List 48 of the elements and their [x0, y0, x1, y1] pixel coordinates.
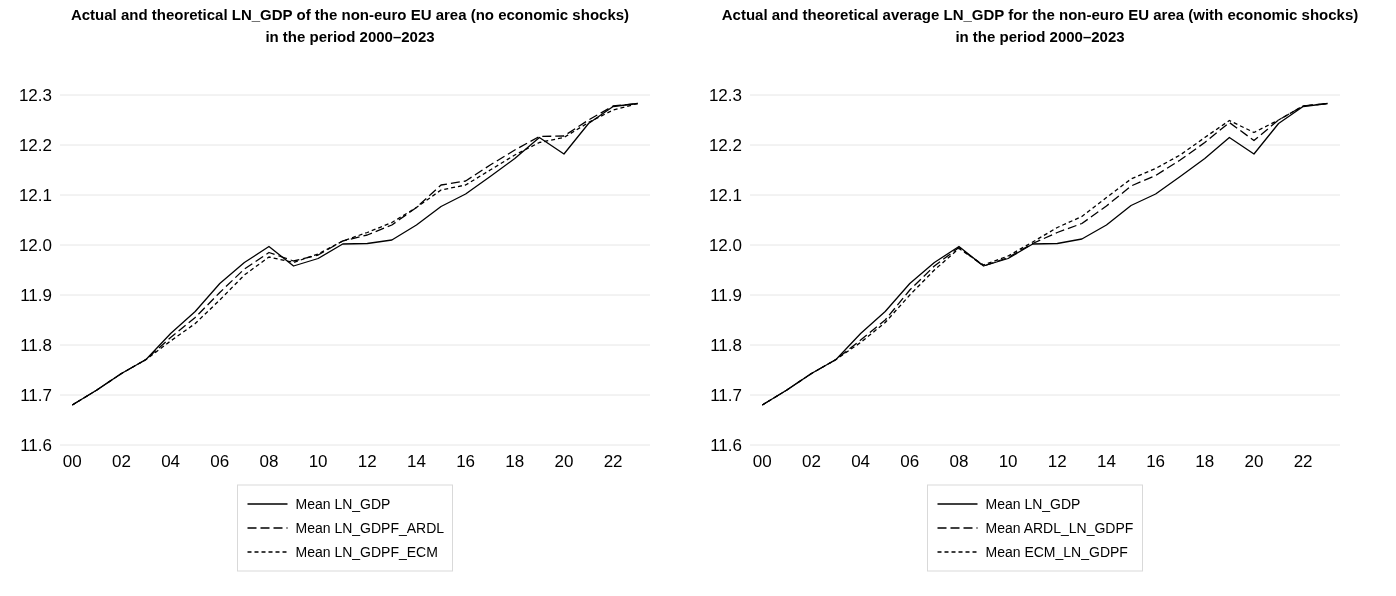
y-tick-label: 12.2: [708, 135, 742, 155]
y-tick-label: 11.6: [710, 435, 742, 455]
y-tick-label: 11.9: [20, 285, 52, 305]
x-tick-label: 00: [752, 452, 772, 471]
legend-label: Mean ARDL_LN_GDPF: [985, 519, 1134, 536]
x-tick-label: 18: [505, 452, 525, 471]
x-tick-label: 20: [554, 452, 574, 471]
legend-label: Mean LN_GDPF_ARDL: [295, 519, 445, 536]
x-tick-label: 18: [1195, 452, 1215, 471]
y-tick-label: 11.7: [20, 385, 52, 405]
y-tick-label: 12.1: [18, 185, 52, 205]
x-tick-label: 20: [1244, 452, 1264, 471]
y-tick-label: 12.3: [708, 85, 742, 105]
legend-label: Mean LN_GDP: [985, 495, 1081, 512]
chart-title: Actual and theoretical LN_GDP of the non-euro EU area (no economic shocks) in the period 2000–2023: [70, 6, 630, 45]
x-tick-label: 04: [161, 452, 181, 471]
x-tick-label: 12: [1047, 452, 1067, 471]
y-tick-label: 12.0: [708, 235, 742, 255]
x-tick-label: 08: [949, 452, 969, 471]
y-tick-label: 11.8: [20, 335, 52, 355]
x-tick-label: 10: [998, 452, 1018, 471]
x-tick-label: 02: [802, 452, 821, 471]
x-tick-label: 14: [407, 452, 426, 471]
x-tick-label: 14: [1097, 452, 1116, 471]
y-tick-label: 11.6: [20, 435, 52, 455]
y-tick-label: 11.9: [710, 285, 742, 305]
legend-label: Mean LN_GDP: [295, 495, 391, 512]
x-tick-label: 22: [603, 452, 623, 471]
x-tick-label: 12: [357, 452, 377, 471]
y-tick-label: 12.0: [18, 235, 52, 255]
y-tick-label: 12.2: [18, 135, 52, 155]
x-tick-label: 04: [851, 452, 871, 471]
x-tick-label: 06: [900, 452, 920, 471]
y-tick-label: 12.1: [708, 185, 742, 205]
y-tick-label: 12.3: [18, 85, 52, 105]
chart-title: Actual and theoretical average LN_GDP for the non-euro EU area (with economic shocks) in the period 2000–2023: [721, 6, 1359, 45]
x-tick-label: 08: [259, 452, 279, 471]
y-tick-label: 11.8: [710, 335, 742, 355]
x-tick-label: 02: [112, 452, 131, 471]
x-tick-label: 10: [308, 452, 328, 471]
x-tick-label: 16: [1146, 452, 1166, 471]
x-tick-label: 06: [210, 452, 230, 471]
legend-label: Mean ECM_LN_GDPF: [985, 543, 1128, 560]
x-tick-label: 00: [62, 452, 82, 471]
legend-label: Mean LN_GDPF_ECM: [295, 543, 438, 560]
x-tick-label: 16: [456, 452, 476, 471]
y-tick-label: 11.7: [710, 385, 742, 405]
x-tick-label: 22: [1293, 452, 1313, 471]
